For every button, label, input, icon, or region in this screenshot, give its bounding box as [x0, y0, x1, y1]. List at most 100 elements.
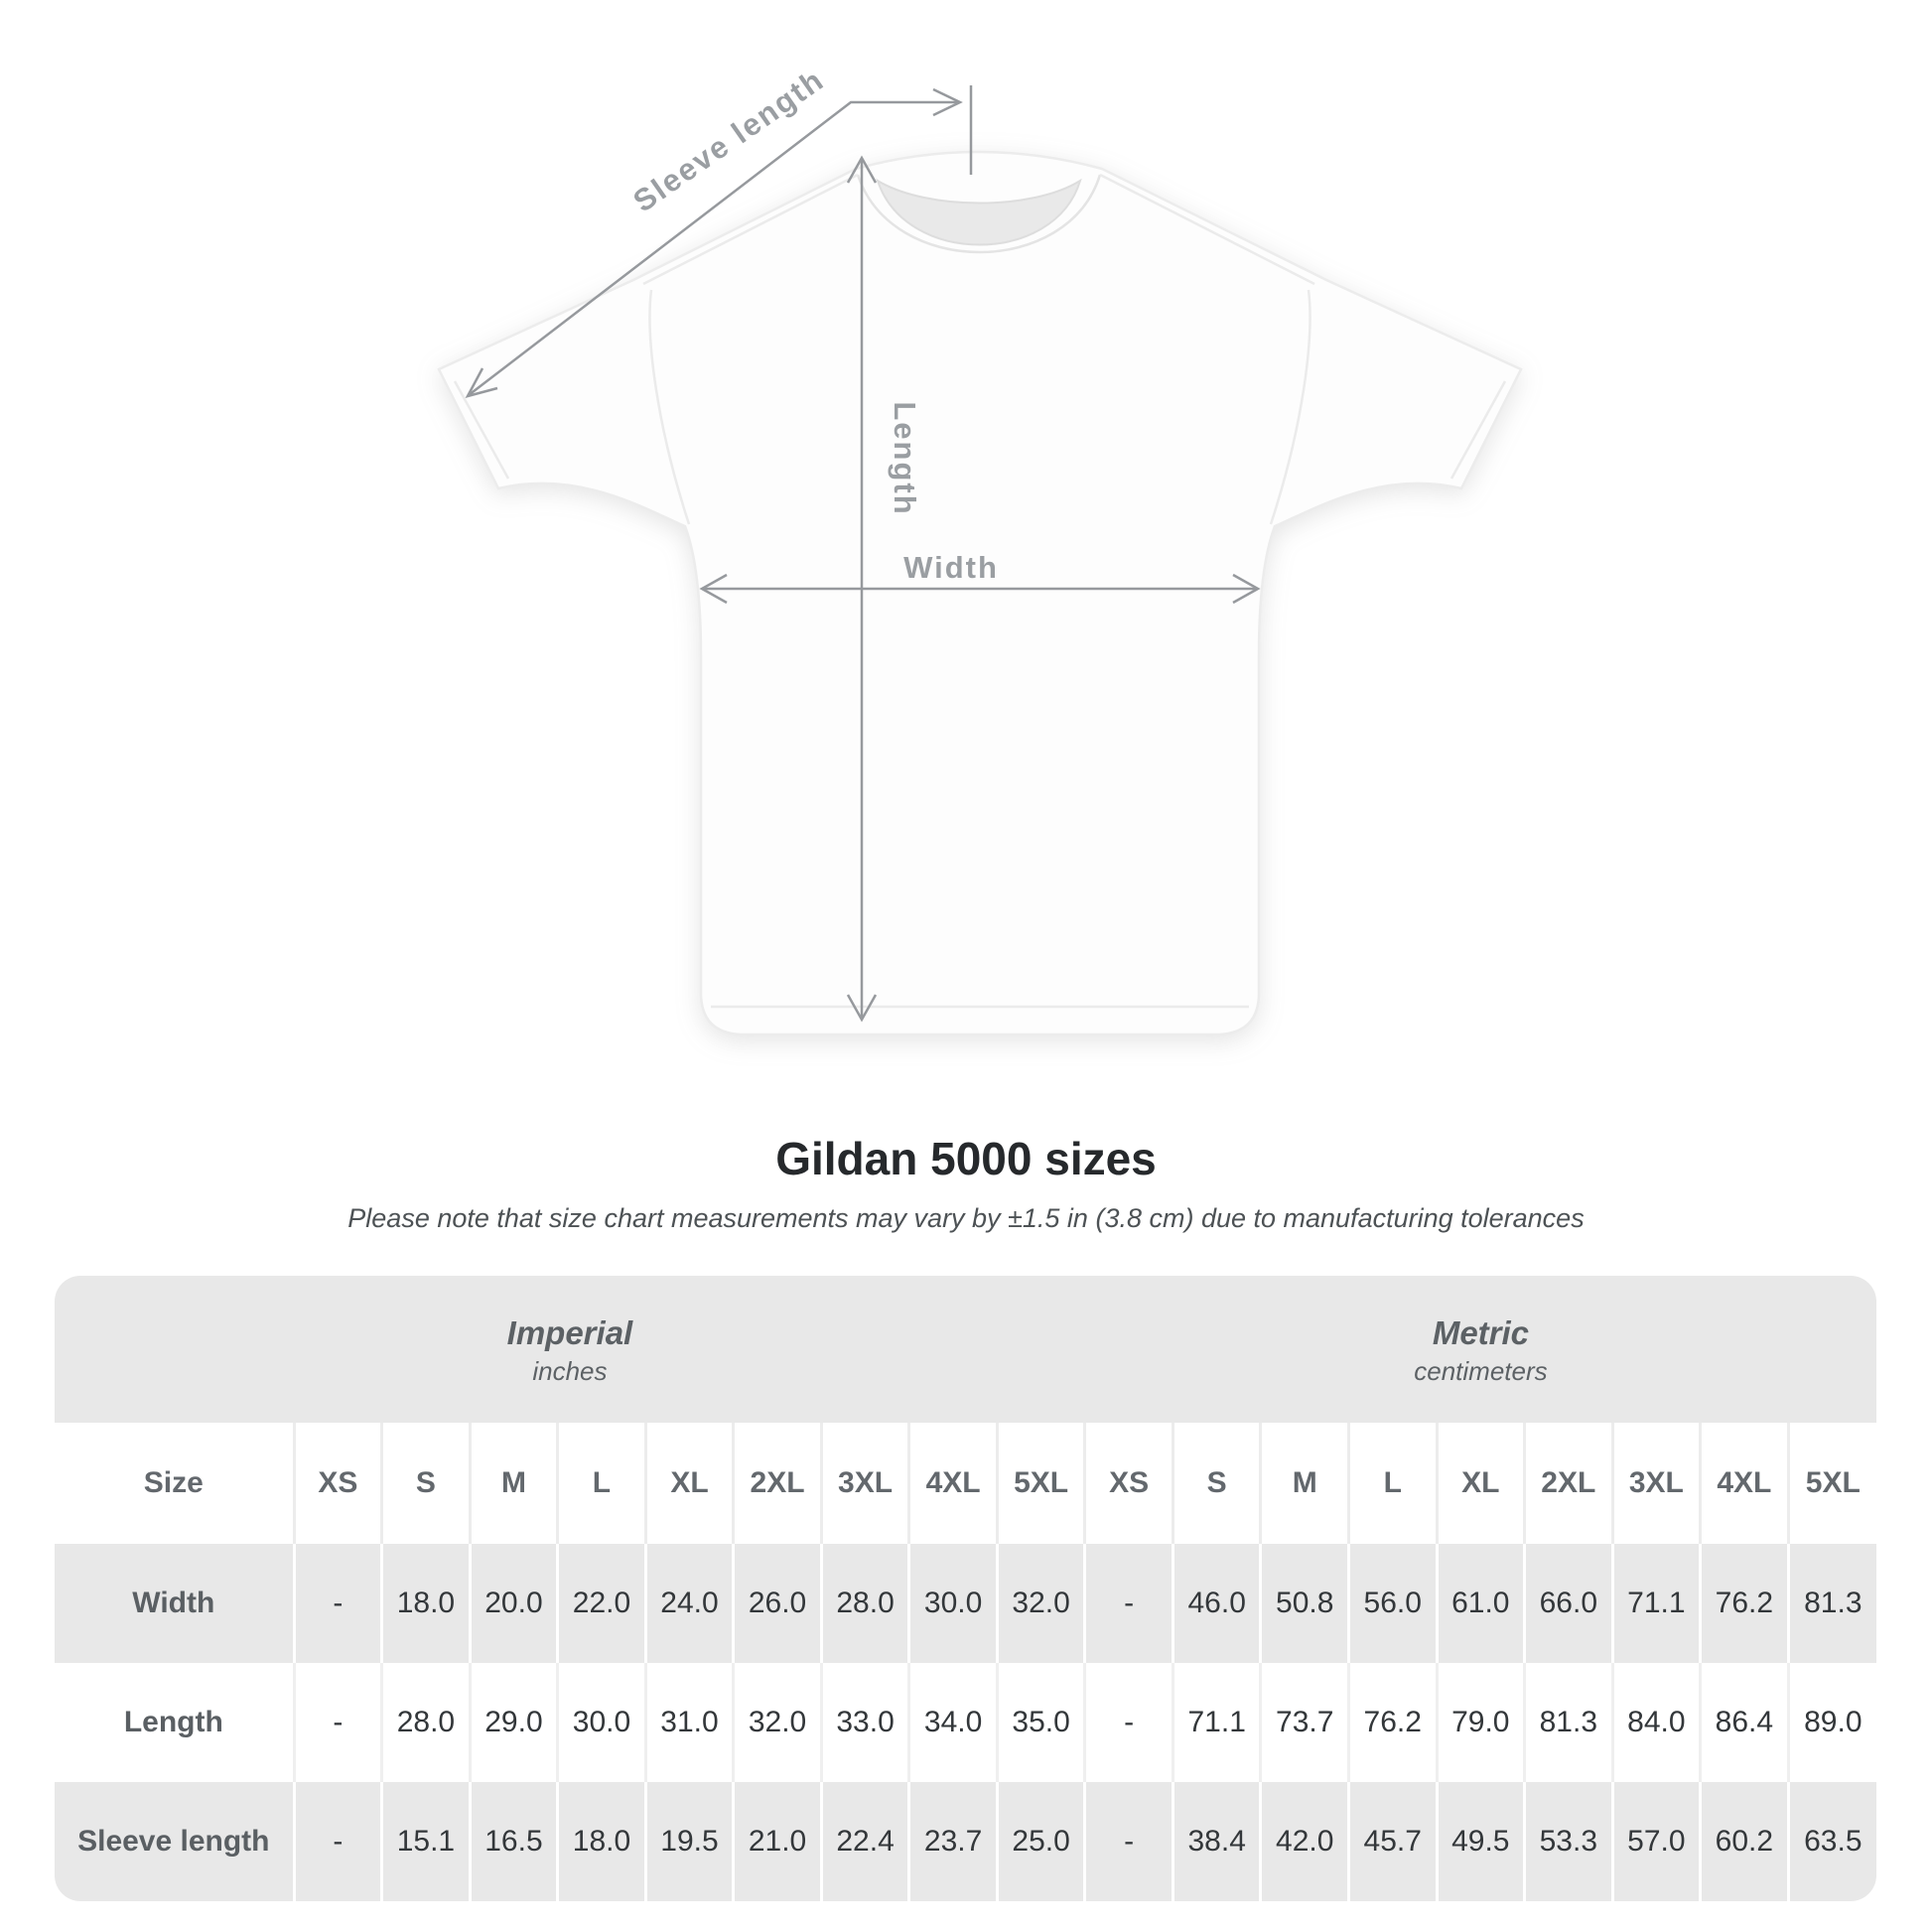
width-arrowhead-right [1232, 573, 1261, 605]
collar-opening [876, 178, 1082, 246]
width-arrowhead-left [699, 573, 728, 605]
table-cell: - [1083, 1782, 1173, 1901]
left-cuff-seam [453, 380, 510, 480]
table-cell: 18.0 [380, 1544, 471, 1663]
table-row-length: Length - 28.0 29.0 30.0 31.0 32.0 33.0 3… [55, 1663, 1876, 1782]
table-cell: 57.0 [1610, 1782, 1701, 1901]
column-header-metric-m: M [1259, 1423, 1349, 1544]
table-cell: 25.0 [995, 1782, 1085, 1901]
column-header-metric-3xl: 3XL [1610, 1423, 1701, 1544]
table-cell: - [292, 1663, 382, 1782]
table-cell: 73.7 [1259, 1663, 1349, 1782]
table-cell: 86.4 [1699, 1663, 1789, 1782]
width-label: Width [903, 550, 999, 585]
table-cell: 42.0 [1259, 1782, 1349, 1901]
unit-group-row: Imperial inches Metric centimeters [55, 1276, 1876, 1423]
imperial-label: Imperial [506, 1314, 633, 1352]
tshirt-diagram-svg: Sleeve length Length Width [437, 62, 1523, 1036]
column-header-imperial-s: S [380, 1423, 471, 1544]
right-armhole-seam [1269, 289, 1311, 525]
imperial-group-header: Imperial inches [55, 1276, 1085, 1423]
table-cell: 29.0 [468, 1663, 558, 1782]
sleeve-length-arrowhead-right [932, 87, 963, 117]
length-arrowhead-top [846, 155, 878, 184]
tshirt-illustration [437, 150, 1523, 1036]
table-cell: 60.2 [1699, 1782, 1789, 1901]
table-cell: - [292, 1544, 382, 1663]
table-cell: 16.5 [468, 1782, 558, 1901]
table-cell: 38.4 [1171, 1782, 1261, 1901]
column-header-imperial-xs: XS [292, 1423, 382, 1544]
table-cell: 79.0 [1435, 1663, 1525, 1782]
tshirt-body-shape [437, 150, 1523, 1036]
table-cell: 18.0 [556, 1782, 646, 1901]
table-cell: 81.3 [1523, 1663, 1613, 1782]
table-cell: 71.1 [1610, 1544, 1701, 1663]
sleeve-length-arrowhead-left [465, 367, 498, 398]
table-cell: 30.0 [907, 1544, 998, 1663]
table-row-width: Width - 18.0 20.0 22.0 24.0 26.0 28.0 30… [55, 1544, 1876, 1663]
table-cell: 32.0 [732, 1663, 822, 1782]
table-cell: 32.0 [995, 1544, 1085, 1663]
table-cell: 35.0 [995, 1663, 1085, 1782]
metric-group-header: Metric centimeters [1084, 1276, 1876, 1423]
table-cell: 15.1 [380, 1782, 471, 1901]
table-cell: 76.2 [1699, 1544, 1789, 1663]
table-cell: 24.0 [643, 1544, 734, 1663]
table-cell: 26.0 [732, 1544, 822, 1663]
table-cell: 66.0 [1523, 1544, 1613, 1663]
column-header-metric-l: L [1346, 1423, 1438, 1544]
table-cell: 63.5 [1786, 1782, 1876, 1901]
right-cuff-seam [1449, 380, 1507, 480]
column-header-imperial-5xl: 5XL [995, 1423, 1085, 1544]
right-shoulder-seam [1099, 173, 1315, 286]
column-header-metric-xs: XS [1083, 1423, 1173, 1544]
length-arrowhead-bottom [846, 994, 878, 1023]
table-cell: 28.0 [380, 1663, 471, 1782]
page-title: Gildan 5000 sizes [775, 1133, 1157, 1184]
metric-label: Metric [1432, 1314, 1530, 1352]
table-cell: 28.0 [819, 1544, 909, 1663]
table-cell: - [1083, 1663, 1173, 1782]
table-cell: 30.0 [556, 1663, 646, 1782]
tshirt-measurement-diagram: Sleeve length Length Width [437, 62, 1523, 1036]
page-subtitle: Please note that size chart measurements… [347, 1203, 1585, 1233]
column-header-imperial-m: M [468, 1423, 558, 1544]
table-cell: 31.0 [643, 1663, 734, 1782]
table-cell: 45.7 [1346, 1782, 1438, 1901]
column-header-metric-xl: XL [1435, 1423, 1525, 1544]
table-row-sleeve-length: Sleeve length - 15.1 16.5 18.0 19.5 21.0… [55, 1782, 1876, 1901]
table-cell: 49.5 [1435, 1782, 1525, 1901]
size-chart-card: Imperial inches Metric centimeters Size … [55, 1276, 1876, 1901]
size-header-row: Size XS S M L XL 2XL 3XL 4XL 5XL XS S M … [55, 1423, 1876, 1544]
table-cell: 21.0 [732, 1782, 822, 1901]
table-cell: 53.3 [1523, 1782, 1613, 1901]
table-cell: 20.0 [468, 1544, 558, 1663]
size-column-header: Size [55, 1423, 295, 1544]
table-cell: 56.0 [1346, 1544, 1438, 1663]
table-cell: 19.5 [643, 1782, 734, 1901]
row-label-width: Width [55, 1544, 295, 1663]
sleeve-length-arrow [468, 100, 959, 396]
table-cell: 22.0 [556, 1544, 646, 1663]
table-cell: 23.7 [907, 1782, 998, 1901]
table-cell: 34.0 [907, 1663, 998, 1782]
column-header-imperial-xl: XL [643, 1423, 734, 1544]
table-cell: - [292, 1782, 382, 1901]
row-label-length: Length [55, 1663, 295, 1782]
column-header-imperial-2xl: 2XL [732, 1423, 822, 1544]
table-cell: 84.0 [1610, 1663, 1701, 1782]
table-cell: 71.1 [1171, 1663, 1261, 1782]
length-label: Length [888, 401, 922, 515]
table-cell: 76.2 [1346, 1663, 1438, 1782]
size-chart-table: Imperial inches Metric centimeters Size … [55, 1276, 1876, 1901]
imperial-unit-label: inches [532, 1355, 608, 1386]
table-cell: 89.0 [1786, 1663, 1876, 1782]
table-cell: 22.4 [819, 1782, 909, 1901]
table-cell: - [1083, 1544, 1173, 1663]
column-header-imperial-l: L [556, 1423, 646, 1544]
column-header-metric-2xl: 2XL [1523, 1423, 1613, 1544]
column-header-imperial-3xl: 3XL [819, 1423, 909, 1544]
column-header-imperial-4xl: 4XL [907, 1423, 998, 1544]
metric-unit-label: centimeters [1414, 1355, 1548, 1386]
